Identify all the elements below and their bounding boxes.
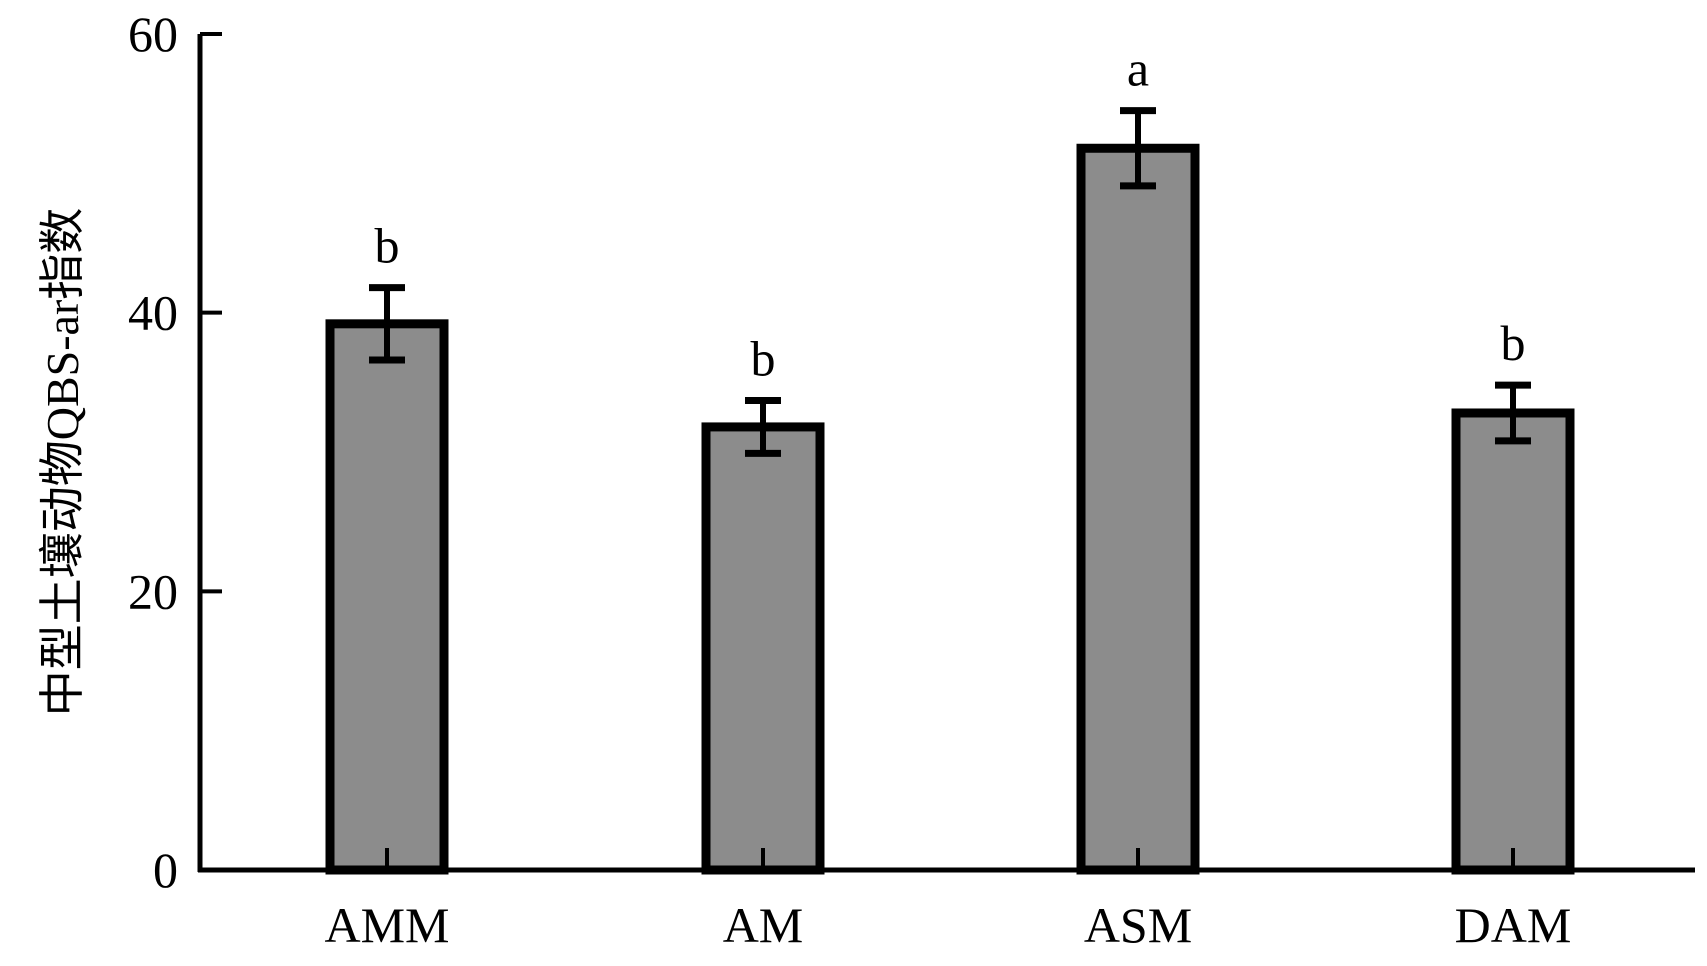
axes-layer (197, 34, 1695, 873)
bars-layer (325, 107, 1575, 875)
error-bar-am (745, 396, 781, 457)
significance-letter-am: b (751, 330, 776, 386)
x-tick-label-asm: ASM (1084, 897, 1192, 953)
x-tick-label-amm: AMM (324, 897, 449, 953)
error-bar-dam (1495, 381, 1531, 445)
bar-amm (325, 319, 449, 875)
y-tick-label-20: 20 (128, 563, 178, 619)
error-bar-amm (369, 284, 405, 364)
x-tick-label-am: AM (723, 897, 804, 953)
bar-asm (1076, 143, 1200, 875)
x-ticks: AMM AM ASM DAM (324, 848, 1571, 953)
error-bar-asm (1120, 107, 1156, 190)
y-tick-label-40: 40 (128, 285, 178, 341)
significance-letter-asm: a (1127, 41, 1149, 97)
y-ticks: 0 20 40 60 (128, 6, 222, 898)
significance-letter-dam: b (1501, 315, 1526, 371)
y-tick-label-60: 60 (128, 6, 178, 62)
y-axis-title: 中型土壤动物QBS-ar指数 (37, 208, 88, 717)
significance-letter-amm: b (375, 218, 400, 274)
bar-dam (1451, 408, 1575, 875)
significance-letters: b b a b (375, 41, 1526, 387)
x-tick-label-dam: DAM (1455, 897, 1572, 953)
y-tick-label-0: 0 (153, 842, 178, 898)
bar-am (701, 422, 825, 875)
